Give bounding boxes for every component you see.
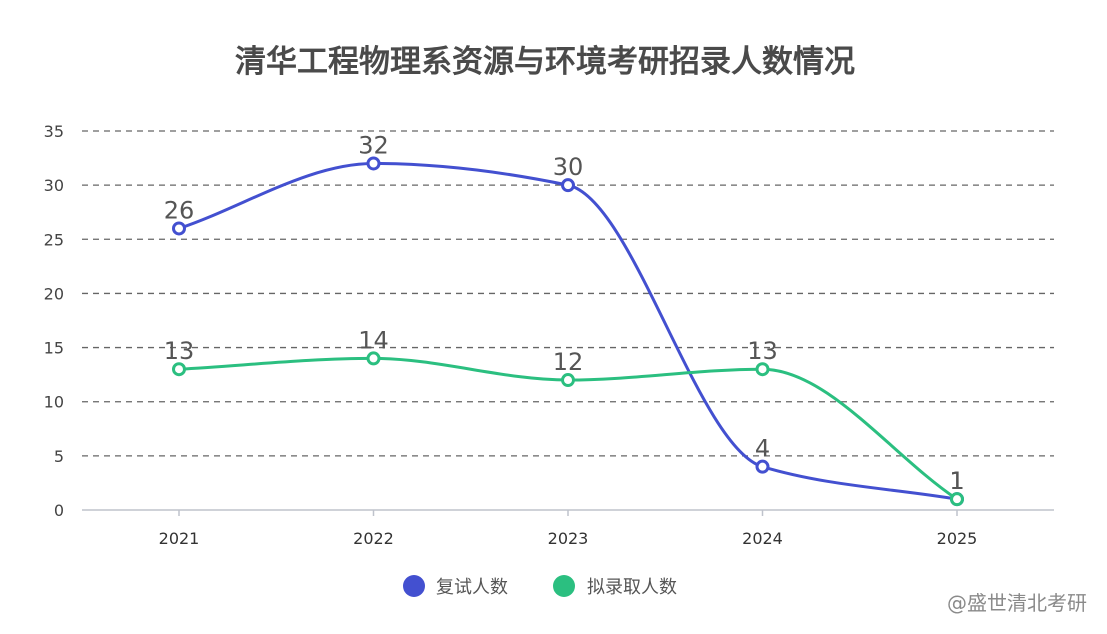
data-label: 14 [358, 326, 389, 354]
chart-title: 清华工程物理系资源与环境考研招录人数情况 [235, 44, 855, 80]
data-point [755, 362, 770, 377]
data-point [172, 221, 186, 236]
y-tick-label: 30 [44, 176, 64, 195]
data-point [755, 459, 770, 474]
data-label: 1 [949, 467, 964, 495]
y-tick-label: 25 [44, 230, 64, 249]
y-tick-label: 0 [54, 501, 64, 520]
data-label: 30 [553, 153, 584, 181]
data-point [172, 362, 186, 377]
data-point [561, 178, 575, 193]
y-tick-label: 20 [44, 284, 64, 303]
x-tick-label: 2022 [353, 529, 394, 548]
legend-marker [553, 575, 575, 597]
series-line [178, 161, 958, 501]
x-axis: 2021 2022 2023 2024 2025 [82, 509, 1054, 548]
data-point [561, 373, 575, 388]
x-tick-label: 2024 [742, 529, 783, 548]
y-tick-label: 15 [44, 339, 64, 358]
legend: 复试人数 拟录取人数 [403, 575, 677, 598]
x-tick-label: 2025 [937, 529, 978, 548]
data-point [950, 492, 964, 507]
data-label: 1 [949, 467, 964, 495]
data-point [366, 156, 381, 171]
series-1: 26 32 30 4 1 [164, 131, 965, 507]
y-tick-label: 5 [54, 447, 64, 466]
watermark: @盛世清北考研 [947, 591, 1087, 615]
legend-label: 拟录取人数 [587, 577, 677, 598]
data-label: 13 [164, 337, 195, 365]
data-label: 13 [747, 337, 778, 365]
y-tick-label: 35 [44, 122, 64, 141]
series-2: 13 14 12 13 1 [164, 326, 965, 507]
data-label: 26 [164, 196, 195, 224]
legend-item: 复试人数 [403, 575, 508, 598]
x-tick-label: 2023 [548, 529, 589, 548]
data-point [366, 351, 381, 366]
legend-marker [403, 575, 425, 597]
legend-item: 拟录取人数 [553, 575, 677, 598]
data-label: 12 [553, 348, 584, 376]
y-tick-label: 10 [44, 393, 64, 412]
legend-label: 复试人数 [436, 577, 508, 598]
x-tick-label: 2021 [159, 529, 200, 548]
series-layer: 26 32 30 4 113 14 12 13 1 [164, 131, 965, 507]
data-label: 32 [358, 131, 389, 159]
data-label: 4 [755, 435, 770, 463]
y-axis: 0 5 10 15 20 25 30 35 [44, 122, 64, 520]
